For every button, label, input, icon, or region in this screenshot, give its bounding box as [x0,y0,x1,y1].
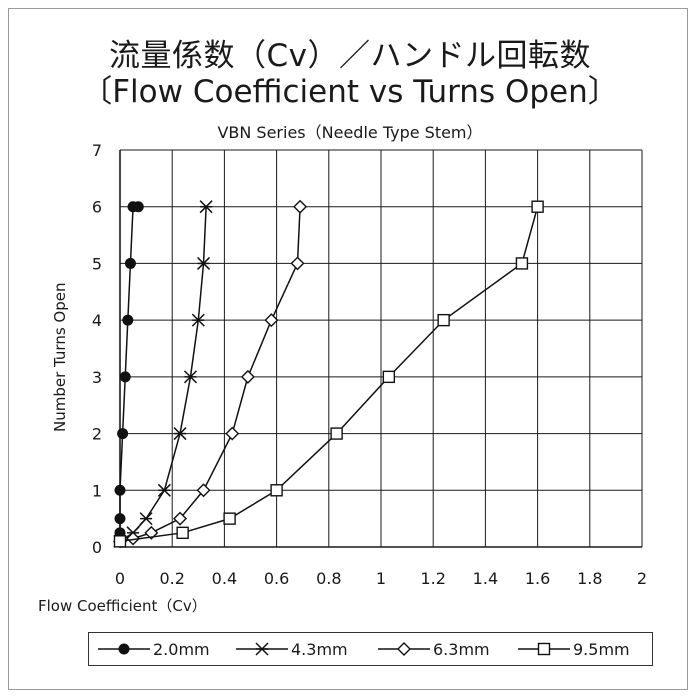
data-point [173,427,187,441]
data-point [119,371,131,383]
y-tick-label: 2 [92,425,102,444]
x-tick-label: 1.8 [577,569,602,588]
data-point [290,256,305,271]
legend-label: 9.5mm [573,640,630,659]
chart-title-english: 〔Flow Coefficient vs Turns Open〕 [81,74,619,110]
data-point [157,483,171,497]
y-tick-label: 7 [92,141,102,160]
data-point [122,314,134,326]
y-tick-label: 4 [92,311,102,330]
data-point [270,484,283,497]
x-axis-label: Flow Coefficient（Cv） [38,597,207,615]
legend-marker [118,643,130,655]
data-point [437,313,450,327]
legend-item: 4.3mm [236,640,348,659]
legend-label: 4.3mm [291,640,348,659]
data-point [191,313,205,327]
x-axis-ticks: 0 0.2 0.4 0.6 0.8 1 1.2 1.4 1.6 1.8 2 [115,569,647,588]
figure-frame [8,8,688,690]
data-point [196,256,211,270]
data-point [132,201,144,213]
y-tick-label: 1 [92,481,102,500]
legend-item: 9.5mm [518,640,630,659]
data-point [126,531,141,546]
x-tick-label: 1.6 [525,569,550,588]
data-point [515,257,529,270]
data-point [223,512,236,525]
x-tick-label: 0.2 [159,569,184,588]
x-tick-label: 0.4 [212,569,237,588]
data-point [144,525,159,540]
x-tick-label: 2 [637,569,647,588]
data-point [531,200,544,213]
series-layer [113,199,544,549]
data-point [264,313,279,328]
x-tick-label: 0.6 [264,569,289,588]
legend-marker [397,642,411,656]
x-tick-label: 0 [115,569,125,588]
series-line [119,206,301,543]
chart-subtitle: VBN Series（Needle Type Stem） [217,123,483,142]
data-point [196,483,211,498]
data-point [330,427,343,440]
legend-label: 6.3mm [433,640,490,659]
legend-item: 6.3mm [378,640,490,659]
legend-marker [537,642,551,656]
data-point [173,511,188,526]
x-tick-label: 1.2 [420,569,445,588]
data-point [124,257,136,269]
data-point [382,370,396,384]
data-point [199,200,213,214]
data-point [183,370,198,384]
data-point [139,512,153,526]
x-tick-label: 0.8 [316,569,341,588]
y-tick-label: 6 [92,198,102,217]
y-tick-label: 0 [92,538,102,557]
legend-marker [255,642,269,656]
data-point [225,426,240,441]
data-point [114,513,126,525]
data-point [117,428,129,440]
data-point [293,199,308,214]
y-axis-label: Number Turns Open [51,283,69,432]
y-tick-label: 3 [92,368,102,387]
legend: 2.0mm 4.3mm 6.3mm 9.5mm [98,640,630,659]
chart-title: 流量係数（Cv）／ハンドル回転数 [109,38,591,74]
x-tick-label: 1.4 [473,569,498,588]
series-line [119,205,139,542]
data-point [176,526,189,540]
legend-item: 2.0mm [98,640,210,659]
y-axis-ticks: 0 1 2 3 4 5 6 7 [92,141,102,557]
series-6.3mm [113,199,308,549]
data-point [114,484,126,496]
series-9.5mm [113,200,544,548]
data-point [240,369,255,384]
x-tick-label: 1 [376,569,386,588]
data-point [113,535,127,548]
legend-label: 2.0mm [153,640,210,659]
legend-box [88,632,653,666]
grid [119,149,643,548]
y-tick-label: 5 [92,254,102,273]
